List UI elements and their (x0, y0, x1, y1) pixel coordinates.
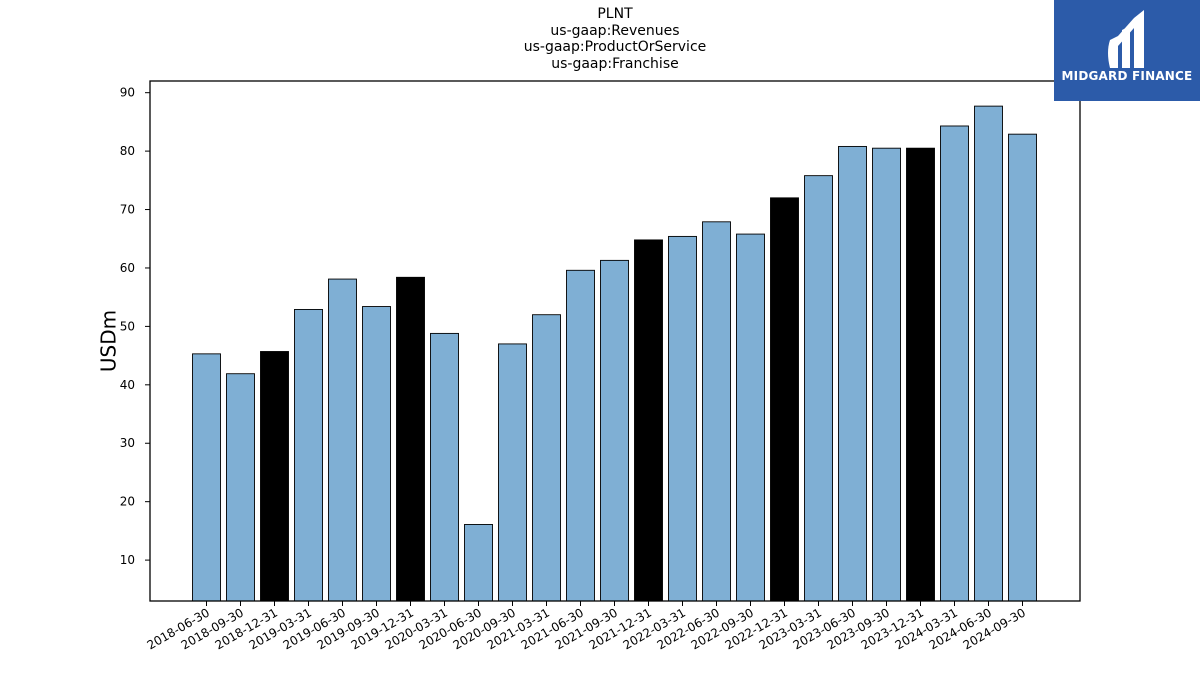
y-tick-label: 30 (120, 436, 135, 450)
bar-2019-06-30 (328, 278, 357, 602)
y-tick-label: 20 (120, 495, 135, 509)
bar-2023-12-31 (906, 147, 935, 602)
bar-2018-09-30 (226, 373, 255, 602)
y-tick-label: 90 (120, 86, 135, 100)
bar-2024-06-30 (974, 105, 1003, 602)
bar-2019-03-31 (294, 308, 323, 602)
y-tick-label: 40 (120, 378, 135, 392)
y-tick-label: 10 (120, 553, 135, 567)
bar-2018-06-30 (192, 353, 221, 602)
logo-mark-icon (1108, 10, 1144, 68)
title-line-concept: us-gaap:Revenues (550, 22, 680, 39)
x-axis: 2018-06-302018-09-302018-12-312019-03-31… (145, 601, 1028, 652)
bar-2022-12-31 (770, 197, 799, 602)
bar-2021-03-31 (532, 314, 561, 602)
bar-2023-03-31 (804, 175, 833, 602)
bar-2022-03-31 (668, 235, 697, 602)
bars-group (192, 105, 1037, 602)
bar-2022-06-30 (702, 221, 731, 602)
logo-text: MIDGARD FINANCE (1061, 69, 1193, 83)
bar-2021-09-30 (600, 259, 629, 602)
y-tick-label: 50 (120, 319, 135, 333)
bar-2024-03-31 (940, 125, 969, 602)
bar-2023-06-30 (838, 145, 867, 602)
bar-2019-09-30 (362, 306, 391, 602)
y-tick-label: 70 (120, 203, 135, 217)
y-tick-label: 80 (120, 144, 135, 158)
bar-2020-03-31 (430, 332, 459, 602)
title-line-axis: us-gaap:ProductOrService (523, 39, 707, 55)
bar-2021-12-31 (634, 239, 663, 602)
bar-2021-06-30 (566, 269, 595, 602)
bar-2018-12-31 (260, 351, 289, 602)
bar-2020-09-30 (498, 343, 527, 602)
bar-2024-09-30 (1008, 133, 1037, 602)
plot-frame (149, 80, 1081, 602)
bar-2019-12-31 (396, 276, 425, 602)
title-line-ticker: PLNT (597, 6, 633, 22)
brand-logo: MIDGARD FINANCE (1054, 0, 1200, 101)
bar-2023-09-30 (872, 147, 901, 602)
y-axis: 10 20 30 40 50 60 70 80 90 (120, 86, 150, 567)
y-axis-label: USDm (97, 310, 121, 372)
bar-2022-09-30 (736, 233, 765, 602)
bar-2020-06-30 (464, 524, 493, 602)
title-line-member: us-gaap:Franchise (551, 55, 679, 72)
y-tick-label: 60 (120, 261, 135, 275)
chart-title: PLNT us-gaap:Revenues us-gaap:ProductOrS… (150, 6, 1080, 72)
